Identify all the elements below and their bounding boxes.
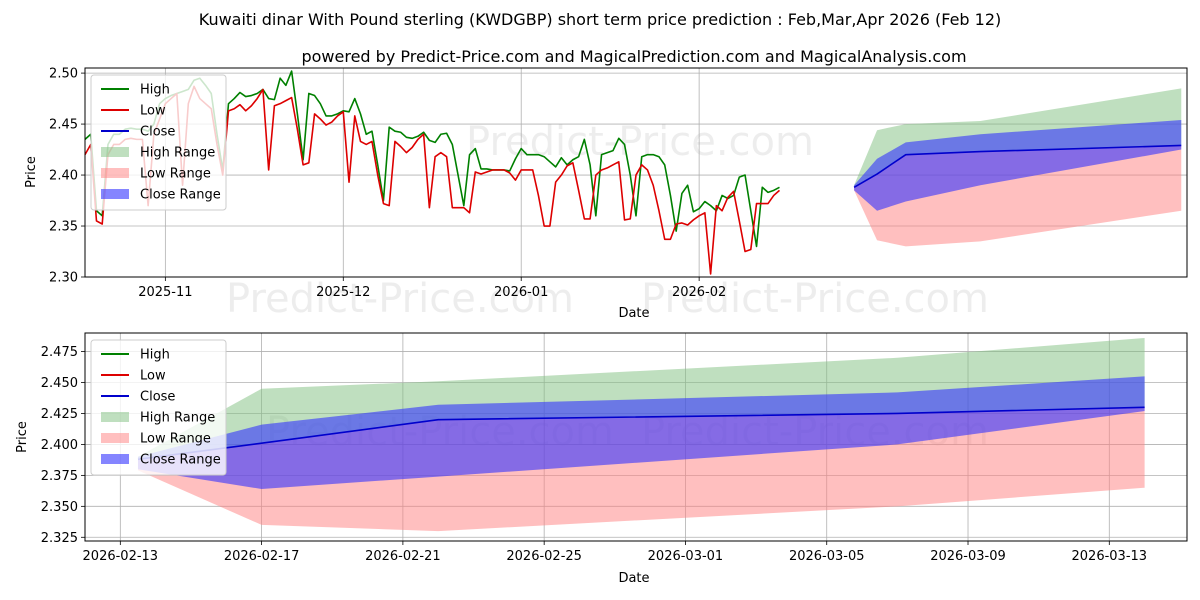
top-plot-frame — [84, 67, 1188, 278]
y-tick-label: 2.325 — [41, 531, 78, 546]
x-tick-label: 2026-03-09 — [930, 549, 1006, 564]
top-panel: Predict-Price.com Predict-Price.com Pred… — [24, 67, 1188, 322]
bottom-plot-frame — [84, 332, 1188, 542]
y-tick-label: 2.475 — [41, 345, 78, 360]
x-tick-label: 2026-03-13 — [1072, 549, 1148, 564]
bottom-panel: Predict-Price.com Predict-Price.com 2026… — [15, 332, 1188, 586]
high-range-band — [137, 337, 1145, 460]
legend-close-range-swatch — [101, 454, 129, 464]
close-range-band — [854, 119, 1182, 211]
top-xlabel: Date — [618, 306, 649, 321]
watermark-top-1: Predict-Price.com — [466, 119, 814, 165]
x-tick-label: 2026-03-01 — [648, 549, 724, 564]
legend-high-label: High — [140, 83, 170, 98]
x-tick-label: 2026-02-21 — [365, 549, 441, 564]
legend-high-range-label: High Range — [140, 146, 215, 161]
y-tick-label: 2.40 — [49, 169, 78, 184]
legend-high-range-swatch — [101, 147, 129, 157]
chart-subtitle: powered by Predict-Price.com and Magical… — [301, 47, 966, 66]
bottom-xlabel: Date — [618, 571, 649, 586]
y-tick-label: 2.375 — [41, 469, 78, 484]
y-tick-label: 2.350 — [41, 500, 78, 515]
y-tick-label: 2.425 — [41, 407, 78, 422]
bottom-range-fills — [137, 337, 1145, 532]
legend-close-range-label: Close Range — [140, 188, 221, 203]
x-tick-label: 2026-03-05 — [789, 549, 865, 564]
x-tick-label: 2026-02-25 — [506, 549, 582, 564]
top-axis-ticks: 2025-11 2025-12 2026-01 2026-02 2.30 2.35 2.40… — [49, 67, 726, 300]
top-legend: High Low Close High Range Low Range Close Ran… — [90, 74, 227, 211]
legend-low-range-swatch — [101, 433, 129, 443]
close-range-band — [137, 376, 1145, 489]
y-tick-label: 2.400 — [41, 438, 78, 453]
y-tick-label: 2.45 — [49, 118, 78, 133]
legend-close-label: Close — [140, 125, 175, 140]
bottom-axis-ticks: 2026-02-13 2026-02-17 2026-02-21 2026-02-25… — [41, 345, 1147, 564]
watermark-top-2: Predict-Price.com — [226, 276, 574, 322]
x-tick-label: 2026-02-13 — [83, 549, 159, 564]
legend-high-label: High — [140, 348, 170, 363]
chart-title: Kuwaiti dinar With Pound sterling (KWDGB… — [199, 10, 1002, 29]
legend-close-label: Close — [140, 390, 175, 405]
x-tick-label: 2025-11 — [138, 285, 192, 300]
bottom-legend: High Low Close High Range Low Range Close Ran… — [90, 339, 227, 476]
y-tick-label: 2.450 — [41, 376, 78, 391]
top-ylabel: Price — [24, 156, 39, 188]
x-tick-label: 2025-12 — [316, 285, 370, 300]
legend-high-range-swatch — [101, 412, 129, 422]
legend-low-range-label: Low Range — [140, 167, 211, 182]
top-range-fills — [854, 88, 1182, 247]
y-tick-label: 2.35 — [49, 220, 78, 235]
y-tick-label: 2.30 — [49, 271, 78, 286]
x-tick-label: 2026-02 — [672, 285, 726, 300]
legend-low-label: Low — [140, 104, 166, 119]
legend-low-range-swatch — [101, 168, 129, 178]
legend-close-range-label: Close Range — [140, 453, 221, 468]
x-tick-label: 2026-01 — [494, 285, 548, 300]
close-series-line — [853, 144, 1182, 188]
legend-high-range-label: High Range — [140, 411, 215, 426]
legend-low-range-label: Low Range — [140, 432, 211, 447]
legend-low-label: Low — [140, 369, 166, 384]
legend-close-range-swatch — [101, 189, 129, 199]
x-tick-label: 2026-02-17 — [224, 549, 300, 564]
bottom-ylabel: Price — [15, 421, 30, 453]
watermark-top-3: Predict-Price.com — [641, 276, 989, 322]
y-tick-label: 2.50 — [49, 67, 78, 82]
